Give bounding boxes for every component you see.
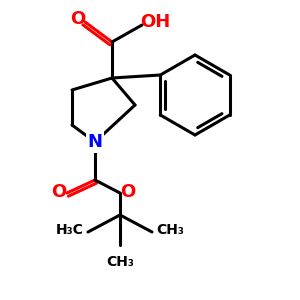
Text: H₃C: H₃C	[56, 223, 84, 237]
Text: OH: OH	[140, 13, 170, 31]
Text: O: O	[70, 10, 86, 28]
Text: CH₃: CH₃	[106, 255, 134, 269]
Text: CH₃: CH₃	[156, 223, 184, 237]
Text: O: O	[51, 183, 67, 201]
Text: O: O	[120, 183, 136, 201]
Text: N: N	[88, 133, 103, 151]
